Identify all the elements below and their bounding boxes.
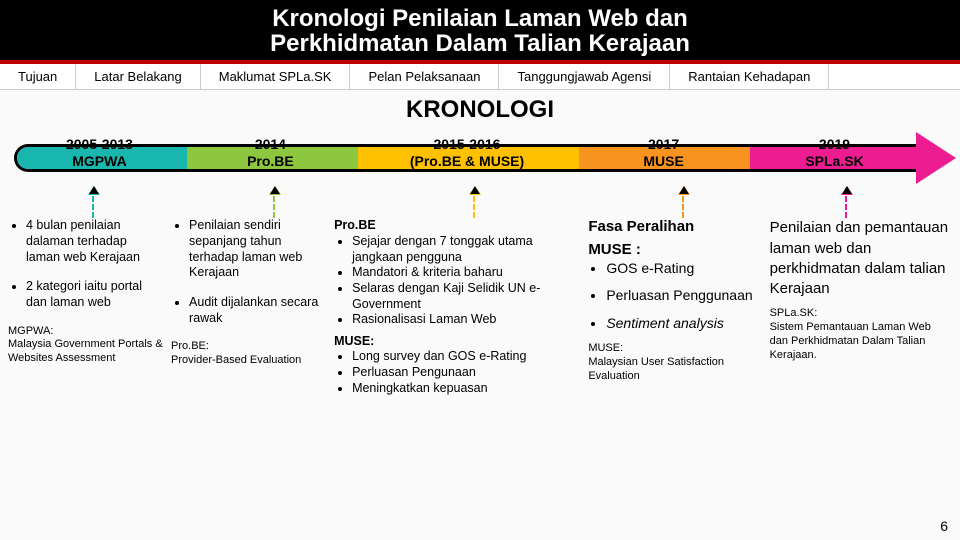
- detail-column: Penilaian sendiri sepanjang tahun terhad…: [171, 218, 326, 402]
- footnote: SPLa.SK:Sistem Pemantauan Laman Web dan …: [770, 307, 952, 362]
- footnote: MGPWA:Malaysia Government Portals & Webs…: [8, 325, 163, 366]
- timeline-label: 2017MUSE: [578, 136, 749, 170]
- tab-maklumat[interactable]: Maklumat SPLa.SK: [201, 64, 351, 89]
- list-item: Mandatori & kriteria baharu: [352, 265, 580, 281]
- list-item: Rasionalisasi Laman Web: [352, 312, 580, 328]
- timeline-label: 2019SPLa.SK: [749, 136, 920, 170]
- col-heading: MUSE :: [588, 241, 761, 260]
- list-item: Sejajar dengan 7 tonggak utama jangkaan …: [352, 234, 580, 265]
- tab-latar-belakang[interactable]: Latar Belakang: [76, 64, 200, 89]
- col-heading: Pro.BE: [334, 218, 580, 234]
- detail-column: Pro.BESejajar dengan 7 tonggak utama jan…: [334, 218, 580, 402]
- page-number: 6: [940, 518, 948, 534]
- detail-columns: 4 bulan penilaian dalaman terhadap laman…: [8, 218, 952, 402]
- list-item: Long survey dan GOS e-Rating: [352, 349, 580, 365]
- up-arrow-icon: [469, 186, 481, 195]
- tab-tanggungjawab[interactable]: Tanggungjawab Agensi: [499, 64, 670, 89]
- detail-column: Penilaian dan pemantauan laman web dan p…: [770, 218, 952, 402]
- up-arrow-icon: [678, 186, 690, 195]
- list-item: Penilaian sendiri sepanjang tahun terhad…: [189, 218, 326, 281]
- dash-connector: [845, 188, 847, 218]
- timeline-arrowhead-icon: [916, 132, 956, 184]
- list-item: Perluasan Pengunaan: [352, 365, 580, 381]
- list-item: Sentiment analysis: [606, 315, 761, 333]
- up-arrow-icon: [88, 186, 100, 195]
- banner-line-2: Perkhidmatan Dalam Talian Kerajaan: [0, 31, 960, 56]
- paragraph: Penilaian dan pemantauan laman web dan p…: [770, 218, 952, 299]
- list-item: Selaras dengan Kaji Selidik UN e-Governm…: [352, 281, 580, 312]
- up-arrow-icon: [841, 186, 853, 195]
- timeline-label: 2005-2013MGPWA: [14, 136, 185, 170]
- list-item: Meningkatkan kepuasan: [352, 381, 580, 397]
- list-item: Perluasan Penggunaan: [606, 287, 761, 305]
- timeline-label: 2014Pro.BE: [185, 136, 356, 170]
- list-item: 4 bulan penilaian dalaman terhadap laman…: [26, 218, 163, 265]
- dash-connector: [682, 188, 684, 218]
- page-title-banner: Kronologi Penilaian Laman Web dan Perkhi…: [0, 0, 960, 64]
- dash-connector: [473, 188, 475, 218]
- tab-tujuan[interactable]: Tujuan: [0, 64, 76, 89]
- tab-bar: Tujuan Latar Belakang Maklumat SPLa.SK P…: [0, 64, 960, 90]
- tab-rantaian[interactable]: Rantaian Kehadapan: [670, 64, 829, 89]
- timeline: 2005-2013MGPWA2014Pro.BE2015-2016(Pro.BE…: [14, 128, 950, 188]
- dash-connector: [273, 188, 275, 218]
- timeline-labels: 2005-2013MGPWA2014Pro.BE2015-2016(Pro.BE…: [14, 136, 920, 170]
- list-item: Audit dijalankan secara rawak: [189, 295, 326, 326]
- col-heading: Fasa Peralihan: [588, 218, 761, 237]
- list-item: GOS e-Rating: [606, 260, 761, 278]
- dash-connector: [92, 188, 94, 218]
- col-heading: MUSE:: [334, 334, 580, 350]
- list-item: 2 kategori iaitu portal dan laman web: [26, 279, 163, 310]
- tab-pelan[interactable]: Pelan Pelaksanaan: [350, 64, 499, 89]
- footnote: MUSE:Malaysian User Satisfaction Evaluat…: [588, 342, 761, 383]
- timeline-label: 2015-2016(Pro.BE & MUSE): [356, 136, 578, 170]
- dash-connectors: [28, 188, 936, 218]
- detail-column: 4 bulan penilaian dalaman terhadap laman…: [8, 218, 163, 402]
- section-heading: KRONOLOGI: [0, 96, 960, 124]
- detail-column: Fasa Peralihan MUSE :GOS e-Rating Perluasa…: [588, 218, 761, 402]
- banner-line-1: Kronologi Penilaian Laman Web dan: [0, 6, 960, 31]
- footnote: Pro.BE:Provider-Based Evaluation: [171, 340, 326, 368]
- up-arrow-icon: [269, 186, 281, 195]
